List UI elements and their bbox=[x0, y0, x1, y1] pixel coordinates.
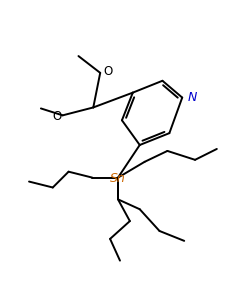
Text: O: O bbox=[103, 65, 112, 78]
Text: Sn: Sn bbox=[110, 172, 126, 185]
Text: O: O bbox=[52, 110, 62, 123]
Text: N: N bbox=[187, 91, 196, 104]
